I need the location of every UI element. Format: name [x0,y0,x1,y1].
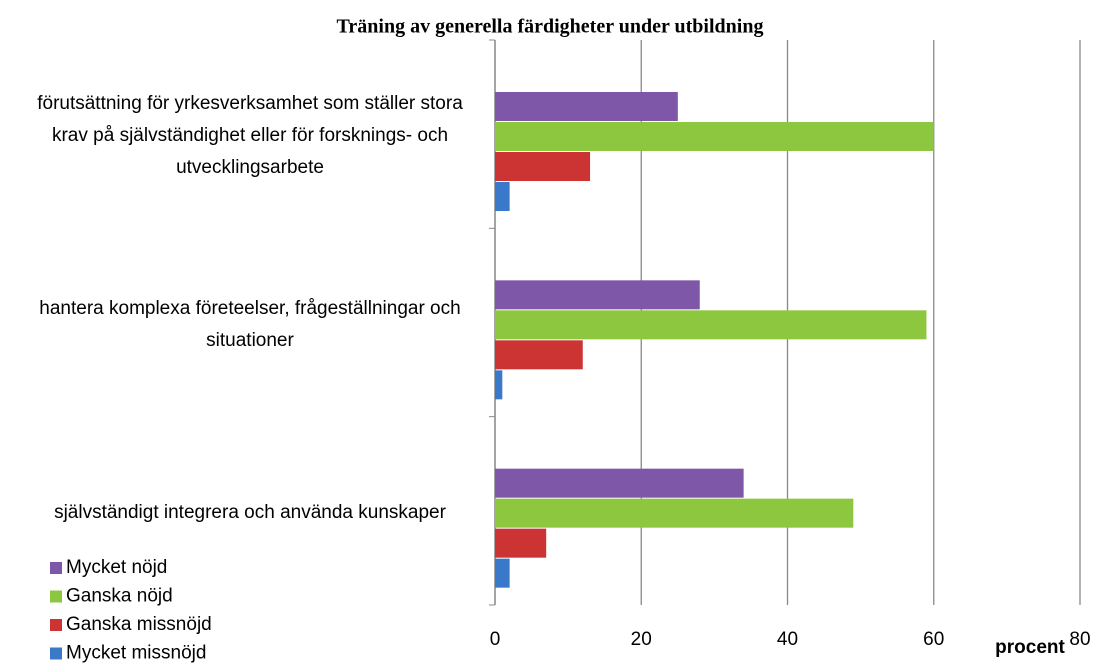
x-tick-label: 20 [631,629,652,650]
bar [495,152,591,181]
bar [495,340,583,370]
legend-label: Ganska nöjd [66,586,173,607]
bar [495,370,503,400]
legend-swatch [50,647,62,660]
legend-label: Mycket nöjd [66,557,167,578]
legend-label: Mycket missnöjd [66,643,206,663]
legend-swatch [50,590,62,603]
bar [495,280,700,310]
x-tick-label: 60 [923,629,944,650]
chart-title: Träning av generella färdigheter under u… [337,16,764,38]
x-tick-label: 80 [1069,629,1090,650]
legend-swatch [50,562,62,574]
bar [495,122,934,151]
x-tick-label: 0 [490,629,501,650]
bar [495,182,510,211]
y-tick-label: förutsättning för yrkesverksamhet som st… [37,93,463,179]
bar [495,528,547,558]
x-axis-label: procent [995,637,1065,658]
x-tick-label: 40 [777,629,798,650]
bar [495,468,744,498]
y-tick-label: hantera komplexa företeelser, frågeställ… [39,297,461,351]
bar [495,310,927,340]
y-tick-label: självständigt integrera och använda kuns… [54,501,446,523]
bar [495,558,510,588]
bar [495,92,678,121]
legend-label: Ganska missnöjd [66,614,212,635]
bar [495,498,854,528]
legend-swatch [50,619,62,631]
